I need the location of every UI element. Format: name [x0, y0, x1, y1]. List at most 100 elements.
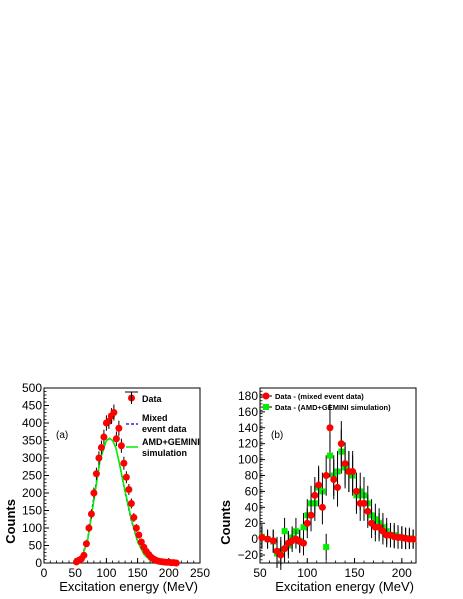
panel-a-data-point [112, 435, 120, 443]
panel-a-data-point [100, 433, 108, 441]
panel-a-data-point [115, 424, 123, 432]
panel-a-xtick-label: 150 [128, 566, 148, 580]
panel-b-amd-point [326, 452, 333, 459]
panel-a-xtick-label: 250 [190, 566, 210, 580]
panel-a-x-label: Excitation energy (MeV) [59, 579, 198, 594]
panel-b-y-label: Counts [218, 500, 233, 545]
panel-a-data-point [105, 417, 113, 425]
panel-a-data-point [135, 531, 143, 539]
panel-b-ytick-label: −20 [238, 548, 259, 562]
panel-b-mixed-point [258, 534, 266, 542]
panel-b-xtick-label: 200 [392, 566, 412, 580]
panel-b-xtick-label: 50 [253, 566, 267, 580]
panel-b-mixed-point [264, 535, 272, 543]
panel-a-xtick-label: 0 [41, 566, 48, 580]
panel-a-xtick-label: 100 [96, 566, 116, 580]
panel-a-y-ticks: 0 50 100 150 200 250 300 350 400 450 500 [22, 381, 49, 570]
panel-b-ytick-label: 120 [238, 437, 258, 451]
panel-b-data-points [258, 404, 417, 570]
panel-a-ytick-label: 100 [22, 521, 42, 535]
panel-a-data-point [137, 538, 145, 546]
panel-a-data-point [95, 454, 103, 462]
panel-b-xtick-label: 150 [345, 566, 365, 580]
legend-red-marker [262, 392, 270, 400]
panel-b-ytick-label: 0 [251, 532, 258, 546]
panel-b-mixed-point [318, 503, 326, 511]
panel-b-mixed-point [341, 460, 349, 468]
panel-b-mixed-point [352, 487, 360, 495]
panel-a-data-point [132, 524, 140, 532]
panel-a-ytick-label: 500 [22, 381, 42, 395]
legend-amd-label-2: simulation [142, 448, 187, 458]
legend-data-label: Data [142, 394, 163, 404]
panel-b-mixed-point [315, 481, 323, 489]
panel-b-mixed-point [303, 519, 311, 527]
panel-a-data-point [90, 489, 98, 497]
panel-a: 0 50 100 150 200 250 300 350 400 450 500 0 50 100 150… [3, 381, 210, 594]
panel-a-ytick-label: 300 [22, 451, 42, 465]
legend-amd-label-1: AMD+GEMINI [142, 437, 200, 447]
panel-b-mixed-point [360, 499, 368, 507]
panel-b-mixed-point [334, 483, 342, 491]
panel-b-ytick-label: 100 [238, 453, 258, 467]
panel-a-data-point [110, 409, 118, 416]
panel-a-ytick-label: 400 [22, 416, 42, 430]
panel-a-data-point [127, 500, 135, 507]
panel-b-ytick-label: 180 [238, 389, 258, 403]
panel-a-data-point [125, 486, 133, 493]
panel-b-mixed-point [311, 491, 319, 499]
panel-a-data-point [85, 524, 93, 532]
panel-b-x-ticks: 50 100 150 200 [253, 558, 412, 580]
panel-a-ytick-label: 0 [35, 556, 42, 570]
panel-b-ytick-label: 160 [238, 405, 258, 419]
panel-a-ytick-label: 350 [22, 434, 42, 448]
panel-a-xtick-label: 200 [159, 566, 179, 580]
panel-a-data-point [117, 442, 125, 450]
panel-a-data-point [130, 514, 138, 521]
panel-a-xtick-label: 50 [69, 566, 83, 580]
panel-b-ytick-label: 80 [245, 469, 259, 483]
panel-b-mixed-point [326, 424, 334, 432]
panel-b-ytick-label: 140 [238, 421, 258, 435]
panel-a-data-point [87, 510, 95, 518]
panel-b-tag: (b) [271, 430, 283, 441]
panel-b-legend: Data - (mixed event data) Data - (AMD+GE… [262, 392, 391, 412]
panel-a-legend: Data Mixed event data AMD+GEMINI simulat… [125, 391, 200, 458]
panel-b-mixed-point [364, 507, 372, 515]
panel-a-data-point [82, 540, 90, 548]
panel-a-ytick-label: 150 [22, 504, 42, 518]
panel-a-data-point [97, 444, 105, 451]
panel-b-mixed-point [277, 551, 285, 559]
panel-a-ytick-label: 450 [22, 399, 42, 413]
panel-b-amd-point [300, 524, 307, 531]
panel-b-ytick-label: 40 [245, 500, 259, 514]
panel-a-tag: (a) [56, 430, 68, 441]
panel-b-mixed-point [307, 511, 315, 519]
panel-b-amd-point [323, 544, 330, 551]
panel-b-mixed-point [322, 472, 330, 479]
panel-a-ytick-label: 200 [22, 486, 42, 500]
legend-mixed-label-2: event data [142, 424, 188, 434]
panel-a-data-point [120, 459, 128, 467]
panel-b-mixed-point [409, 535, 417, 543]
legend-green-label: Data - (AMD+GEMINI simulation) [275, 403, 391, 412]
panel-a-data-points [72, 404, 180, 567]
panel-b-x-label: Excitation energy (MeV) [275, 579, 414, 594]
panel-a-y-label: Counts [3, 499, 18, 544]
legend-red-label: Data - (mixed event data) [275, 392, 364, 401]
panel-a-data-point [80, 551, 88, 559]
legend-green-marker [263, 404, 269, 410]
panel-b-mixed-point [349, 468, 357, 476]
panel-a-data-point [172, 559, 180, 567]
panel-b-amd-point [281, 528, 288, 535]
panel-a-data-point [122, 473, 130, 481]
panel-b-mixed-point [337, 440, 345, 448]
panel-a-ytick-label: 250 [22, 469, 42, 483]
panel-b-ytick-label: 60 [245, 484, 259, 498]
panel-a-x-ticks: 0 50 100 150 200 250 [41, 558, 210, 580]
panel-b-mixed-point [299, 539, 307, 547]
panel-a-data-point [92, 470, 100, 478]
